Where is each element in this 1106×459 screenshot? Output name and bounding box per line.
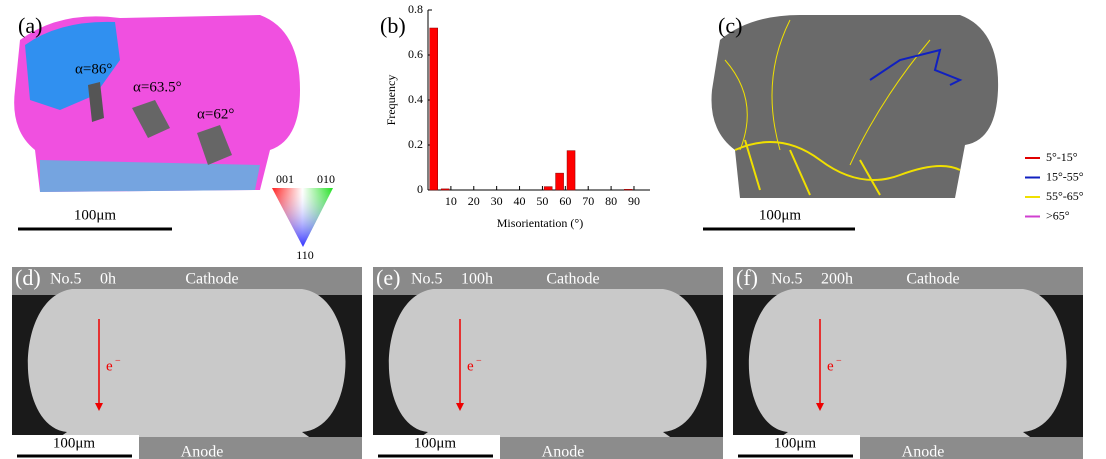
electron-label: e — [106, 358, 113, 374]
x-tick-label: 20 — [468, 194, 480, 208]
sem-image: (f) No.5 200h Cathode Anode e− 100μm — [733, 265, 1083, 459]
panel-a: (a) α=86° α=63.5° α=62° 001 010 110 100μ… — [14, 13, 335, 262]
y-tick-label: 0.6 — [408, 47, 423, 61]
panel-label: (e) — [376, 265, 400, 290]
pole-label: 010 — [317, 172, 335, 186]
x-tick-label: 90 — [628, 194, 640, 208]
y-tick-label: 0.4 — [408, 92, 423, 106]
scale-label: 100μm — [53, 435, 96, 451]
electron-label: e — [827, 358, 834, 374]
bar — [544, 187, 552, 190]
bar — [441, 189, 449, 190]
time-label: 0h — [100, 271, 116, 288]
solder-joint — [28, 289, 346, 439]
panel-label: (d) — [15, 265, 41, 290]
electron-label: e — [467, 358, 474, 374]
bar — [624, 189, 632, 190]
pole-label: 001 — [276, 172, 294, 186]
x-axis-label: Misorientation (°) — [497, 216, 583, 230]
legend-label: 55°-65° — [1046, 189, 1084, 203]
cathode-label: Cathode — [546, 271, 599, 288]
y-tick-label: 0.2 — [408, 137, 423, 151]
panel-label: (a) — [18, 13, 42, 38]
orientation-label: α=86° — [75, 61, 112, 77]
solder-joint — [389, 289, 707, 439]
scale-label: 100μm — [414, 435, 457, 451]
legend-label: 15°-55° — [1046, 169, 1084, 183]
orientation-label: α=62° — [197, 106, 234, 122]
x-tick-label: 10 — [445, 194, 457, 208]
orientation-label: α=63.5° — [133, 79, 182, 95]
ebsd-cyan-zone — [40, 160, 260, 192]
x-tick-label: 50 — [536, 194, 548, 208]
x-tick-label: 70 — [582, 194, 594, 208]
anode-layer — [500, 437, 723, 459]
figure: (a) α=86° α=63.5° α=62° 001 010 110 100μ… — [0, 0, 1106, 459]
panel-b: (b) Frequency Misorientation (°) 0 0.2 0.4… — [380, 2, 650, 230]
bar — [567, 151, 575, 190]
sample-label: No.5 — [411, 271, 443, 288]
bar — [430, 28, 438, 190]
anode-layer — [860, 437, 1083, 459]
charge-label: − — [836, 355, 842, 366]
cathode-label: Cathode — [185, 271, 238, 288]
legend-label: >65° — [1046, 208, 1070, 222]
x-tick-label: 40 — [514, 194, 526, 208]
y-tick-label: 0 — [417, 182, 423, 196]
legend: 5°-15° 15°-55° 55°-65° >65° — [1025, 150, 1084, 223]
panel-label: (f) — [736, 265, 758, 290]
sem-image: (e) No.5 100h Cathode Anode e− 100μm — [373, 265, 723, 459]
x-tick-label: 80 — [605, 194, 617, 208]
bar — [556, 173, 564, 190]
x-tick-label: 60 — [559, 194, 571, 208]
panel-label: (c) — [718, 13, 742, 38]
sample-label: No.5 — [50, 271, 82, 288]
time-label: 100h — [461, 271, 493, 288]
scale-label: 100μm — [759, 207, 802, 223]
anode-label: Anode — [902, 444, 945, 459]
x-tick-label: 30 — [491, 194, 503, 208]
anode-label: Anode — [542, 444, 585, 459]
sem-image: (d) No.5 0h Cathode Anode e− 100μm — [12, 265, 362, 459]
panel-c: (c) 100μm 5°-15° 15°-55° 55°-65° >65° — [703, 13, 1084, 229]
cathode-label: Cathode — [906, 271, 959, 288]
charge-label: − — [476, 355, 482, 366]
y-tick-label: 0.8 — [408, 2, 423, 16]
ipf-triangle-shade — [272, 188, 333, 247]
y-axis-label: Frequency — [384, 75, 398, 126]
charge-label: − — [115, 355, 121, 366]
time-label: 200h — [821, 271, 853, 288]
anode-layer — [139, 437, 362, 459]
scale-label: 100μm — [774, 435, 817, 451]
scale-label: 100μm — [74, 207, 117, 223]
panel-label: (b) — [380, 13, 406, 38]
solder-joint — [749, 289, 1067, 439]
sample-label: No.5 — [771, 271, 803, 288]
pole-label: 110 — [296, 248, 314, 262]
legend-label: 5°-15° — [1046, 150, 1078, 164]
anode-label: Anode — [181, 444, 224, 459]
